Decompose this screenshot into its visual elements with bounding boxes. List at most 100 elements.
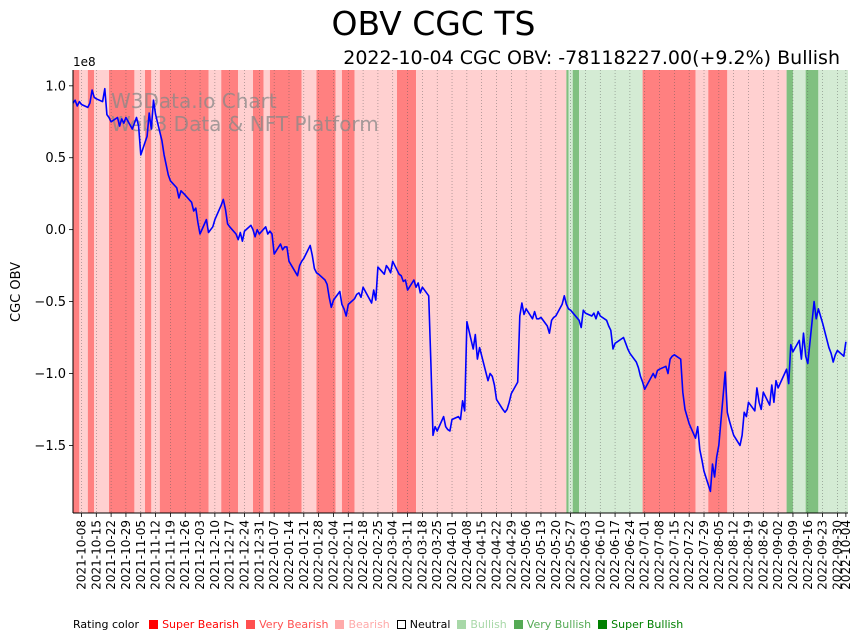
rating-band-15: [301, 70, 317, 513]
y-axis-exponent: 1e8: [73, 55, 96, 69]
y-tick-label: 1.0: [45, 79, 66, 94]
x-tick-label: 2022-04-15: [475, 520, 489, 590]
x-tick-label: 2021-10-15: [89, 520, 103, 590]
x-tick-label: 2021-10-08: [74, 520, 88, 590]
y-axis-label: CGC OBV: [9, 262, 24, 322]
x-axis-ticks: 2021-10-08 2021-10-15 2021-10-22 2021-10-29…: [74, 513, 853, 590]
legend-swatch: [598, 620, 608, 629]
legend-item: Bullish: [457, 618, 507, 631]
legend-label: Bearish: [348, 618, 390, 631]
x-tick-label: 2022-06-24: [623, 520, 637, 590]
rating-band-8: [159, 70, 209, 513]
rating-band-20: [396, 70, 417, 513]
legend-title: Rating color: [73, 618, 140, 631]
rating-band-7: [151, 70, 160, 513]
y-axis-ticks: 1.0 0.5 0.0 −0.5 −1.0 −1.5: [34, 79, 73, 454]
obv-series-line: [72, 87, 847, 493]
rating-band-17: [335, 70, 342, 513]
rating-band-16: [316, 70, 336, 513]
legend-swatch: [396, 620, 406, 629]
x-tick-label: 2022-05-27: [564, 520, 578, 590]
rating-band-24: [572, 70, 580, 513]
rating-band-1: [79, 70, 88, 513]
rating-band-32: [805, 70, 819, 513]
rating-band-30: [786, 70, 793, 513]
legend-swatch: [246, 620, 256, 629]
rating-band-0: [73, 70, 80, 513]
x-tick-label: 2021-12-24: [238, 520, 252, 590]
x-tick-label: 2022-09-23: [816, 520, 830, 590]
legend-label: Very Bearish: [259, 618, 329, 631]
x-tick-label: 2022-02-25: [371, 520, 385, 590]
rating-band-5: [134, 70, 145, 513]
x-tick-label: 2021-11-19: [163, 520, 177, 590]
x-tick-label: 2022-08-26: [756, 520, 770, 590]
rating-band-6: [144, 70, 152, 513]
x-tick-label: 2021-12-10: [208, 520, 222, 590]
rating-band-4: [108, 70, 135, 513]
rating-band-12: [252, 70, 264, 513]
x-tick-label: 2022-09-30: [830, 520, 844, 590]
legend-item: Super Bearish: [149, 618, 239, 631]
x-tick-label: 2022-06-03: [578, 520, 592, 590]
x-tick-label: 2022-04-29: [504, 520, 518, 590]
legend-item: Super Bullish: [598, 618, 683, 631]
x-tick-label: 2022-03-04: [386, 520, 400, 590]
x-tick-label: 2022-07-22: [682, 520, 696, 590]
x-tick-label: 2022-04-01: [445, 520, 459, 590]
rating-band-28: [708, 70, 728, 513]
x-tick-label: 2022-05-20: [549, 520, 563, 590]
x-tick-label: 2022-04-08: [460, 520, 474, 590]
watermark-line-1: W3Data.io Chart: [111, 89, 277, 113]
legend-label: Bullish: [470, 618, 507, 631]
rating-band-23: [568, 70, 573, 513]
x-tick-label: 2022-01-21: [297, 520, 311, 590]
x-tick-label: 2022-09-09: [786, 520, 800, 590]
legend-swatch: [457, 620, 467, 629]
x-tick-label: 2022-08-12: [727, 520, 741, 590]
rating-band-9: [208, 70, 222, 513]
rating-band-22: [566, 70, 569, 513]
x-tick-label: 2021-11-12: [149, 520, 163, 590]
legend-label: Super Bullish: [611, 618, 684, 631]
x-tick-label: 2022-09-16: [801, 520, 815, 590]
x-tick-label: 2022-02-18: [356, 520, 370, 590]
x-tick-label: 2022-02-04: [326, 520, 340, 590]
rating-band-10: [221, 70, 239, 513]
x-tick-label: 2022-05-13: [534, 520, 548, 590]
x-tick-label: 2022-04-22: [489, 520, 503, 590]
x-tick-label: 2022-03-18: [415, 520, 429, 590]
x-tick-label: 2022-03-25: [430, 520, 444, 590]
y-tick-label: 0.0: [45, 223, 66, 238]
x-tick-label: 2022-06-10: [593, 520, 607, 590]
legend-item: Bearish: [335, 618, 390, 631]
x-tick-label: 2022-07-15: [667, 520, 681, 590]
rating-band-18: [341, 70, 355, 513]
rating-legend: Rating color Super Bearish Very Bearish Be…: [73, 618, 690, 631]
x-tick-label: 2022-01-28: [312, 520, 326, 590]
x-tick-label: 2022-07-29: [697, 520, 711, 590]
rating-band-29: [727, 70, 787, 513]
x-tick-label: 2021-12-17: [223, 520, 237, 590]
y-tick-label: −0.5: [34, 295, 66, 310]
rating-band-2: [87, 70, 95, 513]
rating-band-26: [642, 70, 696, 513]
legend-swatch: [513, 620, 523, 629]
rating-band-21: [416, 70, 567, 513]
legend-item: Very Bullish: [513, 618, 591, 631]
y-tick-label: −1.0: [34, 367, 66, 382]
rating-band-13: [263, 70, 270, 513]
vertical-gridlines: [81, 70, 847, 513]
x-tick-label: 2022-01-14: [282, 520, 296, 590]
legend-item: Neutral: [396, 618, 451, 631]
x-tick-label: 2021-10-22: [104, 520, 118, 590]
x-tick-label: 2022-07-01: [638, 520, 652, 590]
x-tick-label: 2022-02-11: [341, 520, 355, 590]
legend-label: Super Bearish: [162, 618, 240, 631]
legend-swatch: [149, 620, 159, 629]
x-tick-label: 2022-08-19: [741, 520, 755, 590]
legend-label: Neutral: [409, 618, 451, 631]
rating-band-11: [238, 70, 253, 513]
x-tick-label: 2022-08-05: [712, 520, 726, 590]
